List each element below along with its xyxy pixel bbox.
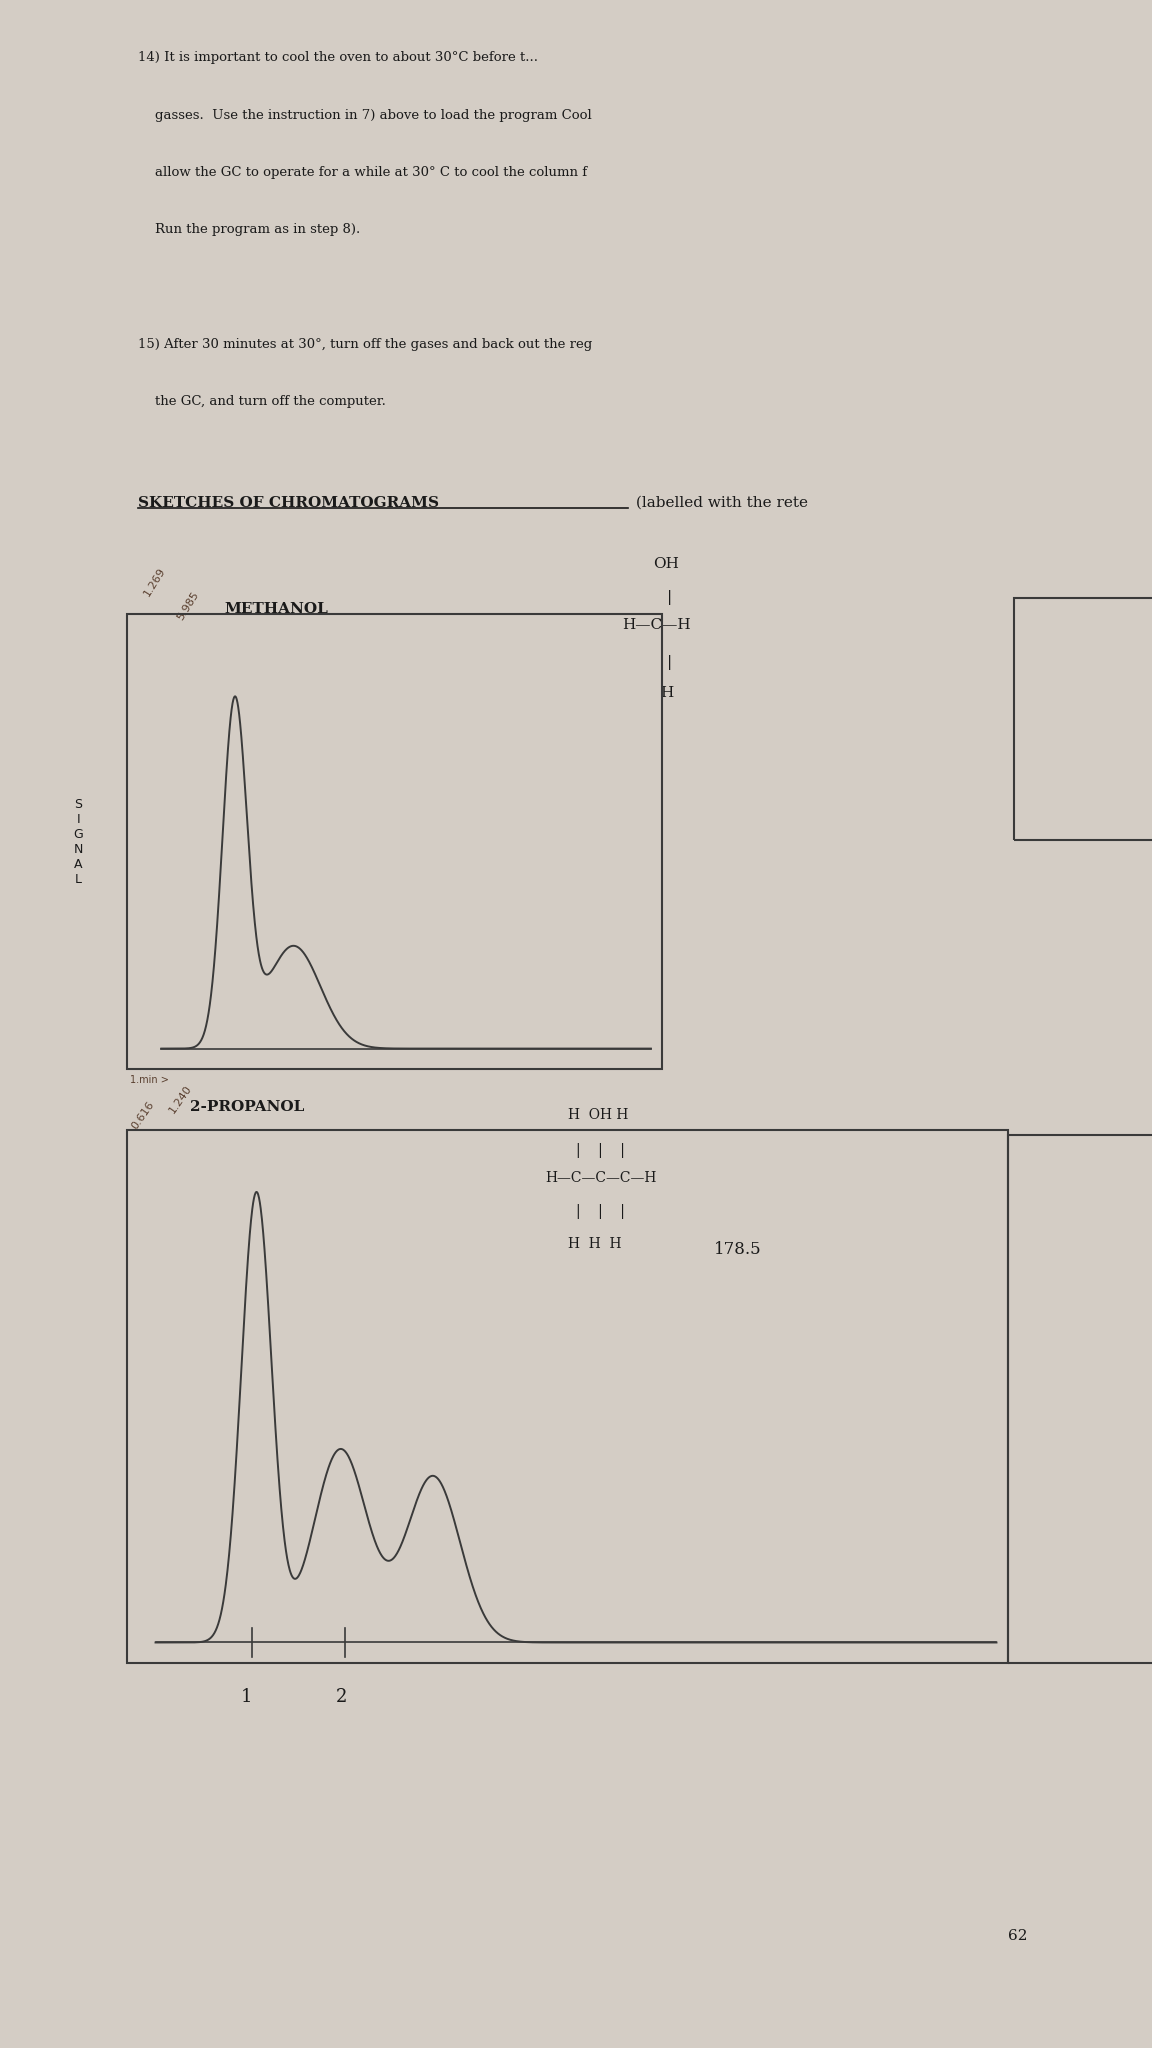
Text: |    |    |: | | | bbox=[576, 1143, 624, 1157]
Text: H  OH H: H OH H bbox=[568, 1108, 628, 1122]
Text: (labelled with the rete: (labelled with the rete bbox=[631, 496, 809, 510]
Text: allow the GC to operate for a while at 30° C to cool the column f: allow the GC to operate for a while at 3… bbox=[138, 166, 588, 178]
Text: 1.240: 1.240 bbox=[167, 1083, 194, 1116]
Bar bbox=[127, 1130, 1008, 1663]
Text: |    |    |: | | | bbox=[576, 1204, 624, 1219]
Text: 2: 2 bbox=[335, 1688, 347, 1706]
Bar bbox=[127, 614, 662, 1069]
Text: SKETCHES OF CHROMATOGRAMS: SKETCHES OF CHROMATOGRAMS bbox=[138, 496, 439, 510]
Text: 5.985: 5.985 bbox=[175, 590, 200, 623]
Text: |: | bbox=[667, 590, 673, 604]
Text: METHANOL: METHANOL bbox=[225, 602, 328, 616]
Text: 1.min >: 1.min > bbox=[130, 1075, 169, 1085]
Text: H—C—H: H—C—H bbox=[622, 618, 691, 633]
Text: H  H  H: H H H bbox=[568, 1237, 621, 1251]
Text: 2-PROPANOL: 2-PROPANOL bbox=[190, 1100, 304, 1114]
Text: H: H bbox=[660, 686, 674, 700]
Text: OH: OH bbox=[653, 557, 679, 571]
Text: 0.616: 0.616 bbox=[130, 1100, 157, 1130]
Text: S
I
G
N
A
L: S I G N A L bbox=[74, 799, 83, 885]
Text: Run the program as in step 8).: Run the program as in step 8). bbox=[138, 223, 361, 236]
Text: gasses.  Use the instruction in 7) above to load the program Cool: gasses. Use the instruction in 7) above … bbox=[138, 109, 592, 121]
Bar bbox=[1008, 1135, 1152, 1663]
Text: 15) After 30 minutes at 30°, turn off the gases and back out the reg: 15) After 30 minutes at 30°, turn off th… bbox=[138, 338, 592, 350]
Text: 14) It is important to cool the oven to about 30°C before t...: 14) It is important to cool the oven to … bbox=[138, 51, 538, 63]
Text: 62: 62 bbox=[1008, 1929, 1028, 1944]
Text: 178.5: 178.5 bbox=[714, 1241, 761, 1257]
Text: 1: 1 bbox=[241, 1688, 252, 1706]
Text: 1.269: 1.269 bbox=[142, 565, 167, 598]
Text: the GC, and turn off the computer.: the GC, and turn off the computer. bbox=[138, 395, 386, 408]
Bar bbox=[1014, 598, 1152, 840]
Text: |: | bbox=[667, 655, 673, 670]
Text: H—C—C—C—H: H—C—C—C—H bbox=[545, 1171, 657, 1186]
